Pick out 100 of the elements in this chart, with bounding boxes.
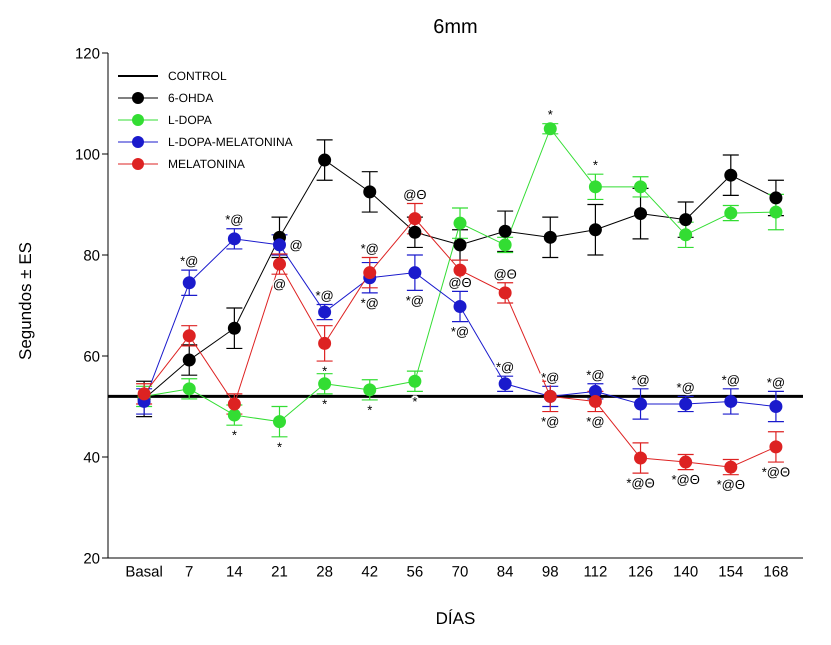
annotation: *@ [586, 414, 605, 430]
point [363, 383, 376, 396]
point [498, 286, 512, 300]
point [182, 382, 196, 396]
point [272, 415, 286, 428]
point [228, 397, 241, 410]
x-tick-label: 42 [361, 564, 378, 581]
annotation: *@ [225, 212, 244, 228]
point [228, 408, 241, 422]
point [679, 228, 692, 242]
point [679, 213, 692, 226]
point [769, 206, 782, 219]
point [498, 224, 512, 238]
point [588, 394, 602, 408]
y-axis-title: Segundos ± ES [16, 241, 36, 360]
x-tick-label: 14 [226, 564, 243, 581]
y-tick-label: 120 [74, 45, 100, 62]
x-tick-label: 70 [452, 564, 468, 581]
x-tick-label: 154 [718, 564, 744, 581]
point [182, 329, 196, 342]
annotation: *@ [406, 292, 424, 308]
point [272, 238, 286, 252]
point [769, 191, 782, 204]
y-tick-label: 60 [83, 348, 100, 366]
legend-label: 6-OHDA [168, 91, 214, 105]
annotation: * [592, 158, 598, 173]
annotation: @Θ [493, 266, 517, 282]
annotation: *@ [722, 372, 740, 388]
point [454, 300, 467, 314]
y-tick-label: 40 [83, 449, 100, 466]
point [318, 336, 332, 350]
chart-title: 6mm [432, 16, 479, 39]
annotation: *@Θ [716, 477, 745, 492]
x-tick-label: 56 [406, 564, 424, 581]
x-tick-label: 7 [185, 564, 194, 581]
point [544, 230, 557, 244]
annotation: * [412, 394, 418, 409]
y-tick-label: 20 [83, 550, 100, 568]
point [138, 387, 151, 400]
point [228, 232, 241, 246]
point [408, 266, 422, 280]
annotation: @Θ [403, 186, 427, 202]
annotation: * [322, 396, 328, 412]
annotation: * [276, 439, 282, 454]
annotation: *@ [586, 367, 605, 382]
legend-label: L-DOPA [168, 113, 212, 127]
point [318, 154, 332, 167]
point [634, 180, 648, 194]
annotation: *@ [180, 254, 198, 269]
point [454, 216, 467, 230]
annotation: *@ [315, 288, 334, 303]
point [634, 397, 648, 410]
annotation: *@Θ [671, 472, 700, 488]
annotation: *@ [496, 360, 514, 375]
point [454, 238, 467, 252]
annotation: *@ [766, 374, 786, 390]
point [634, 452, 648, 465]
x-tick-label: 98 [542, 564, 559, 581]
annotation: *@ [541, 414, 560, 430]
annotation: *@ [360, 241, 379, 256]
point [454, 264, 467, 277]
point [182, 354, 196, 367]
y-tick-label: 100 [74, 146, 100, 164]
annotation: @ [289, 237, 303, 252]
point [182, 276, 196, 290]
point [634, 207, 648, 220]
point [769, 440, 782, 454]
annotation: * [548, 107, 553, 122]
point [769, 400, 782, 413]
point [363, 266, 376, 280]
x-tick-label: 21 [271, 564, 288, 581]
point [272, 258, 286, 271]
annotation: *@ [631, 372, 650, 388]
legend-label: CONTROL [168, 69, 227, 83]
y-tick-label: 80 [83, 247, 100, 264]
annotation: *@ [360, 295, 379, 310]
annotation: * [322, 364, 328, 379]
point [318, 377, 332, 390]
x-tick-label: 126 [628, 564, 654, 581]
annotation: @ [272, 276, 286, 292]
annotation: * [232, 428, 237, 443]
point [724, 168, 738, 182]
x-tick-label: 28 [316, 564, 333, 581]
point [724, 394, 738, 408]
point [408, 212, 422, 226]
x-tick-label: Basal [125, 564, 163, 581]
point [228, 322, 241, 335]
point [363, 185, 376, 198]
x-tick-label: 84 [496, 564, 514, 581]
legend-label: L-DOPA-MELATONINA [168, 135, 293, 149]
point [408, 374, 422, 388]
annotation: *@Θ [762, 464, 790, 480]
x-tick-label: 112 [583, 564, 608, 581]
x-tick-label: 140 [673, 564, 698, 581]
annotation: *@ [676, 380, 695, 395]
annotation: *@Θ [626, 476, 655, 491]
point [588, 180, 602, 194]
annotation: *@ [450, 324, 470, 340]
point [588, 223, 602, 236]
x-axis-title: DÍAS [434, 609, 476, 629]
